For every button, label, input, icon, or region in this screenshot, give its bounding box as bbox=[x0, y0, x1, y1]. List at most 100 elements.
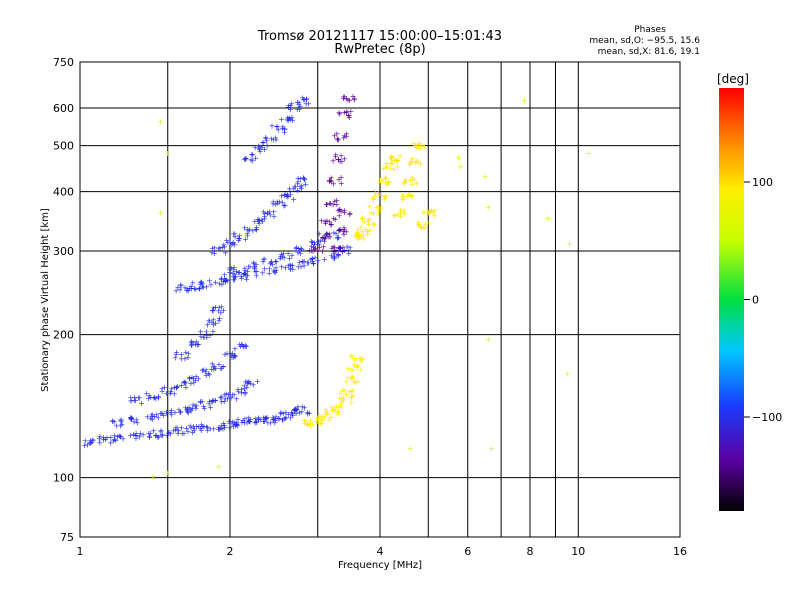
echo-point: + bbox=[401, 210, 408, 219]
echo-point: + bbox=[457, 162, 464, 171]
echo-point: + bbox=[300, 174, 307, 183]
echo-point: + bbox=[220, 277, 227, 286]
echo-point: + bbox=[224, 349, 231, 358]
colorbar-label: [deg] bbox=[717, 72, 749, 86]
echo-point: + bbox=[197, 328, 204, 337]
echo-point: + bbox=[210, 425, 217, 434]
echo-point: + bbox=[219, 280, 226, 289]
echo-point: + bbox=[152, 432, 159, 441]
echo-point: + bbox=[426, 209, 433, 218]
echo-point: + bbox=[153, 411, 160, 420]
echo-point: + bbox=[243, 271, 250, 280]
echo-point: + bbox=[297, 102, 304, 111]
echo-point: + bbox=[241, 415, 248, 424]
echo-point: + bbox=[188, 406, 195, 415]
echo-point: + bbox=[185, 408, 192, 417]
y-tick-label: 100 bbox=[53, 472, 74, 485]
echo-point: + bbox=[233, 419, 240, 428]
echo-point: + bbox=[282, 190, 289, 199]
echo-point: + bbox=[188, 285, 195, 294]
echo-point: + bbox=[301, 176, 308, 185]
echo-point: + bbox=[345, 96, 352, 105]
echo-point: + bbox=[317, 419, 324, 428]
echo-point: + bbox=[178, 282, 185, 291]
echo-point: + bbox=[193, 401, 200, 410]
echo-point: + bbox=[397, 212, 404, 221]
echo-point: + bbox=[232, 352, 239, 361]
echo-point: + bbox=[455, 153, 462, 162]
echo-point: + bbox=[244, 232, 251, 241]
echo-point: + bbox=[341, 246, 348, 255]
echo-point: + bbox=[209, 248, 216, 257]
echo-point: + bbox=[109, 417, 116, 426]
echo-point: + bbox=[287, 115, 294, 124]
echo-point: + bbox=[347, 243, 354, 252]
echo-point: + bbox=[183, 424, 190, 433]
echo-point: + bbox=[319, 419, 326, 428]
echo-point: + bbox=[246, 226, 253, 235]
y-tick-label: 750 bbox=[53, 56, 74, 69]
echo-point: + bbox=[280, 122, 287, 131]
echo-point: + bbox=[348, 375, 355, 384]
echo-point: + bbox=[151, 412, 158, 421]
echo-point: + bbox=[133, 429, 140, 438]
echo-point: + bbox=[315, 416, 322, 425]
echo-point: + bbox=[273, 135, 280, 144]
echo-point: + bbox=[336, 394, 343, 403]
echo-point: + bbox=[267, 419, 274, 428]
echo-point: + bbox=[173, 383, 180, 392]
echo-point: + bbox=[358, 233, 365, 242]
echo-point: + bbox=[314, 247, 321, 256]
echo-point: + bbox=[226, 268, 233, 277]
echo-point: + bbox=[309, 420, 316, 429]
echo-point: + bbox=[293, 243, 300, 252]
echo-point: + bbox=[299, 93, 306, 102]
echo-point: + bbox=[260, 138, 267, 147]
echo-point: + bbox=[227, 394, 234, 403]
echo-point: + bbox=[302, 180, 309, 189]
echo-point: + bbox=[157, 117, 164, 126]
echo-point: + bbox=[411, 175, 418, 184]
echo-point: + bbox=[365, 217, 372, 226]
echo-point: + bbox=[189, 341, 196, 350]
echo-point: + bbox=[285, 103, 292, 112]
echo-point: + bbox=[401, 178, 408, 187]
echo-point: + bbox=[400, 192, 407, 201]
echo-point: + bbox=[336, 403, 343, 412]
echo-point: + bbox=[196, 284, 203, 293]
echo-point: + bbox=[223, 276, 230, 285]
echo-point: + bbox=[305, 421, 312, 430]
echo-point: + bbox=[270, 199, 277, 208]
echo-point: + bbox=[277, 410, 284, 419]
echo-point: + bbox=[564, 369, 571, 378]
echo-point: + bbox=[331, 229, 338, 238]
echo-point: + bbox=[355, 230, 362, 239]
echo-point: + bbox=[299, 407, 306, 416]
echo-point: + bbox=[185, 353, 192, 362]
echo-point: + bbox=[321, 255, 328, 264]
echo-point: + bbox=[371, 192, 378, 201]
echo-point: + bbox=[341, 92, 348, 101]
echo-point: + bbox=[201, 333, 208, 342]
echo-point: + bbox=[255, 414, 262, 423]
echo-point: + bbox=[228, 264, 235, 273]
echo-point: + bbox=[350, 92, 357, 101]
echo-point: + bbox=[401, 206, 408, 215]
echo-point: + bbox=[201, 422, 208, 431]
echo-point: + bbox=[216, 425, 223, 434]
echo-point: + bbox=[178, 350, 185, 359]
echo-point: + bbox=[322, 231, 329, 240]
echo-point: + bbox=[148, 410, 155, 419]
echo-point: + bbox=[334, 200, 341, 209]
echo-point: + bbox=[164, 149, 171, 158]
echo-point: + bbox=[260, 413, 267, 422]
echo-point: + bbox=[333, 246, 340, 255]
echo-point: + bbox=[220, 306, 227, 315]
echo-point: + bbox=[178, 355, 185, 364]
echo-point: + bbox=[485, 335, 492, 344]
echo-point: + bbox=[290, 184, 297, 193]
echo-point: + bbox=[295, 263, 302, 272]
echo-point: + bbox=[408, 192, 415, 201]
echo-point: + bbox=[308, 255, 315, 264]
echo-point: + bbox=[330, 405, 337, 414]
